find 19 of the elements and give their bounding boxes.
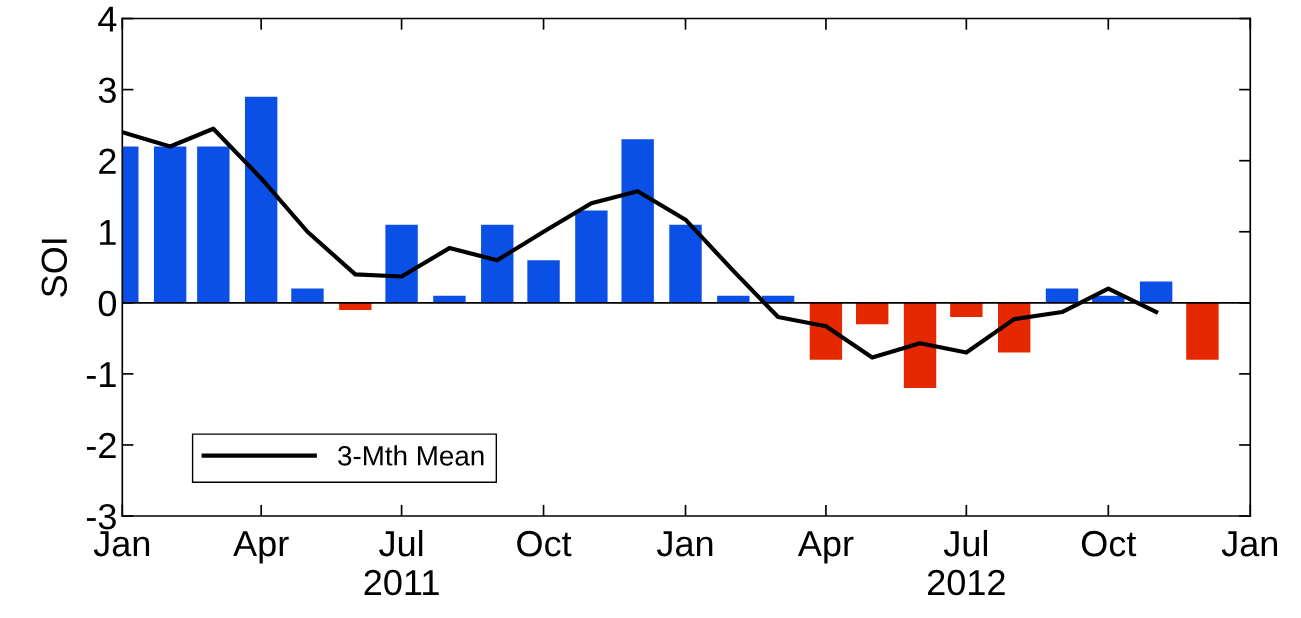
x-tick-label: Jan bbox=[93, 531, 150, 557]
x-tick-label: Jul 2012 bbox=[927, 529, 1005, 596]
x-tick-label: Oct bbox=[517, 530, 572, 557]
y-tick-label: 1 bbox=[100, 219, 116, 245]
x-tick-label: Apr bbox=[797, 531, 854, 564]
y-tick-label: 4 bbox=[98, 6, 117, 32]
y-tick-label: -2 bbox=[86, 432, 116, 459]
y-tick-label: 3 bbox=[98, 77, 116, 104]
y-tick-label: -1 bbox=[86, 362, 116, 387]
legend-label: 3-Mth Mean bbox=[338, 445, 484, 466]
y-tick-label: 0 bbox=[98, 290, 117, 317]
x-tick-label: Apr bbox=[233, 531, 289, 564]
y-tick-label: -3 bbox=[86, 503, 116, 530]
y-axis-title: SOI bbox=[41, 239, 68, 297]
x-tick-label: Oct bbox=[1081, 530, 1137, 557]
x-tick-label: Jul 2011 bbox=[364, 529, 439, 596]
x-tick-label: Jan bbox=[656, 531, 713, 557]
x-tick-label: Jan bbox=[1221, 531, 1278, 557]
y-tick-label: 2 bbox=[99, 148, 116, 174]
